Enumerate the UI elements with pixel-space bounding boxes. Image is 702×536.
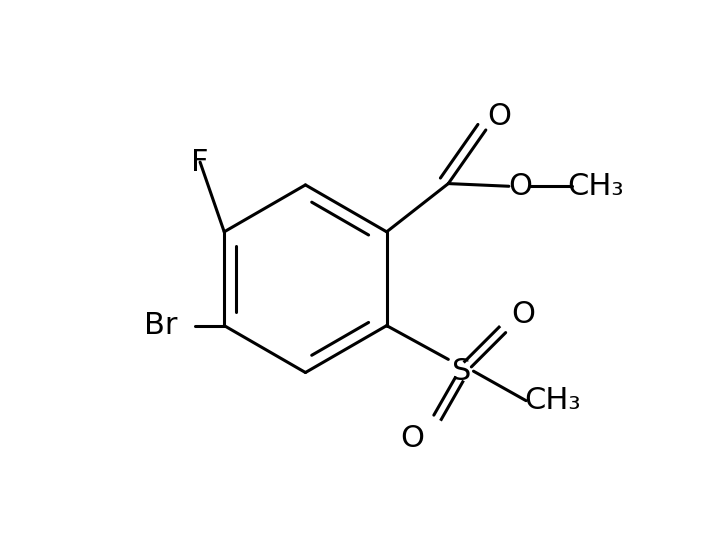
Text: O: O (511, 300, 536, 330)
Text: O: O (487, 102, 511, 131)
Text: CH₃: CH₃ (567, 172, 624, 201)
Text: O: O (509, 172, 533, 201)
Text: O: O (400, 423, 425, 453)
Text: S: S (452, 356, 472, 386)
Text: CH₃: CH₃ (524, 386, 581, 415)
Text: Br: Br (144, 311, 178, 340)
Text: F: F (192, 147, 208, 177)
